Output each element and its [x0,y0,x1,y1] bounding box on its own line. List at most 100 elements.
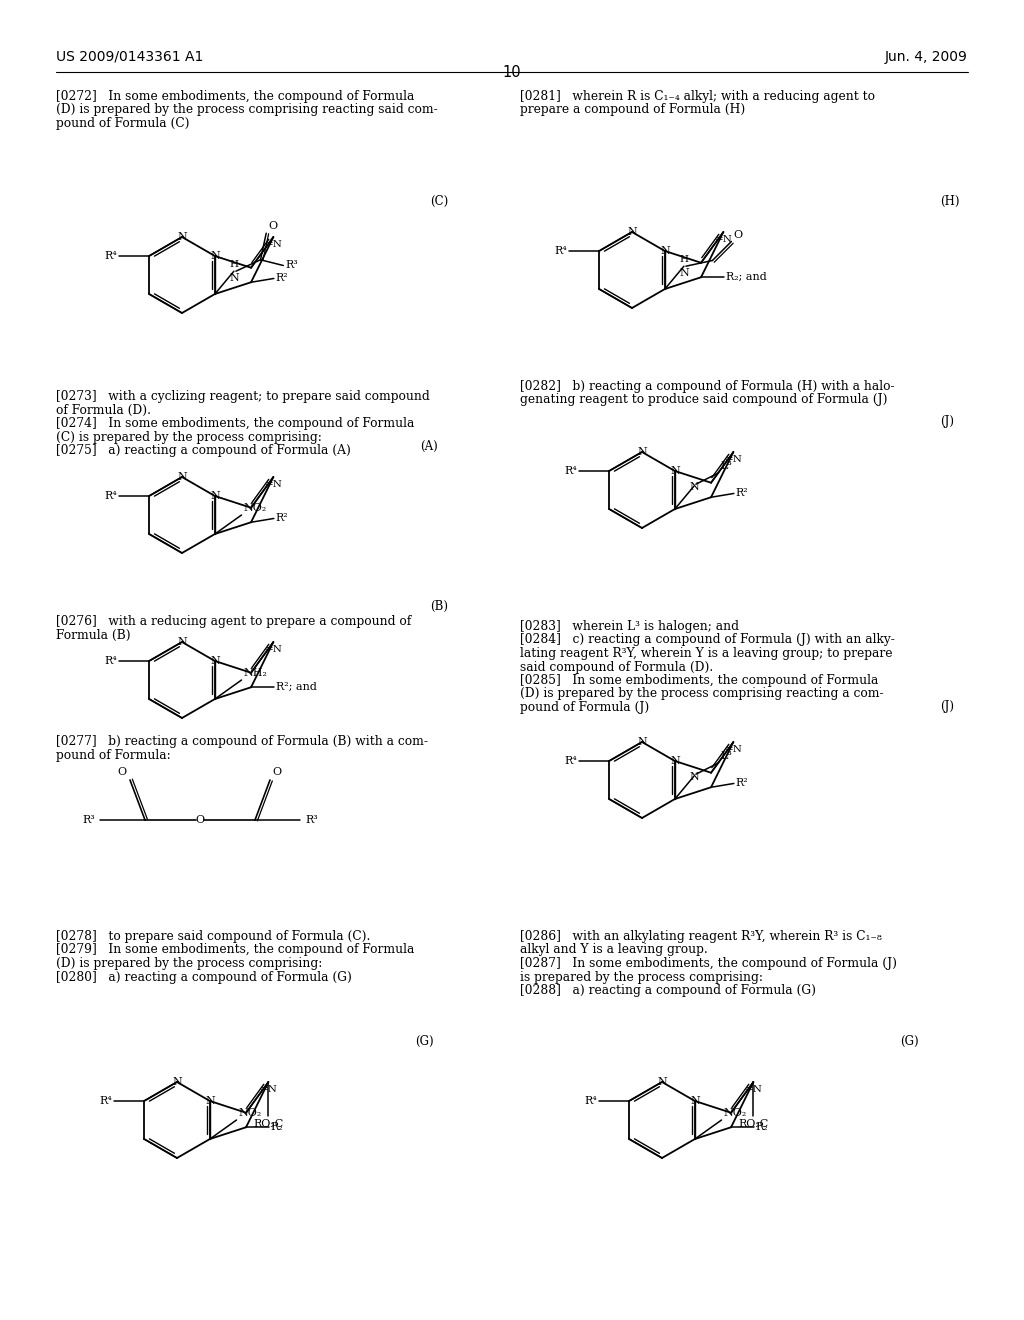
Text: (B): (B) [430,601,449,612]
Text: N: N [177,232,186,242]
Text: R⁴: R⁴ [564,756,577,766]
Text: O: O [268,222,278,231]
Text: N: N [657,1077,667,1086]
Text: [0281]   wherein R is C₁₋₄ alkyl; with a reducing agent to: [0281] wherein R is C₁₋₄ alkyl; with a r… [520,90,874,103]
Text: [0280]   a) reacting a compound of Formula (G): [0280] a) reacting a compound of Formula… [56,970,352,983]
Text: N: N [660,246,670,256]
Text: (G): (G) [415,1035,433,1048]
Text: N: N [670,466,680,477]
Text: R₂: R₂ [271,1122,284,1133]
Text: R³: R³ [286,260,298,271]
Text: R⁴: R⁴ [104,491,117,502]
Text: =N: =N [264,240,283,249]
Text: H: H [229,260,239,269]
Text: =N: =N [715,235,732,244]
Text: N: N [210,491,220,502]
Text: N: N [637,737,647,747]
Text: R⁴: R⁴ [564,466,577,477]
Text: R₂; and: R₂; and [726,272,767,282]
Text: R³: R³ [82,814,95,825]
Text: R⁴: R⁴ [99,1096,112,1106]
Text: O: O [733,230,742,239]
Text: R²: R² [736,488,749,499]
Text: R₂: R₂ [756,1122,768,1133]
Text: Jun. 4, 2009: Jun. 4, 2009 [885,50,968,63]
Text: O: O [196,814,205,825]
Text: (H): (H) [940,195,959,209]
Text: [0288]   a) reacting a compound of Formula (G): [0288] a) reacting a compound of Formula… [520,983,816,997]
Text: [0279]   In some embodiments, the compound of Formula: [0279] In some embodiments, the compound… [56,944,415,957]
Text: [0277]   b) reacting a compound of Formula (B) with a com-: [0277] b) reacting a compound of Formula… [56,735,428,748]
Text: (C): (C) [430,195,449,209]
Text: NO₂: NO₂ [244,503,267,513]
Text: R⁴: R⁴ [104,251,117,261]
Text: L³: L³ [721,461,732,471]
Text: N: N [210,656,220,667]
Text: N: N [689,772,698,783]
Text: prepare a compound of Formula (H): prepare a compound of Formula (H) [520,103,745,116]
Text: [0287]   In some embodiments, the compound of Formula (J): [0287] In some embodiments, the compound… [520,957,897,970]
Text: (D) is prepared by the process comprising reacting a com-: (D) is prepared by the process comprisin… [520,688,884,701]
Text: lating reagent R³Y, wherein Y is a leaving group; to prepare: lating reagent R³Y, wherein Y is a leavi… [520,647,893,660]
Text: H: H [679,255,688,264]
Text: (D) is prepared by the process comprising:: (D) is prepared by the process comprisin… [56,957,323,970]
Text: =N: =N [259,1085,278,1094]
Text: N: N [177,638,186,647]
Text: N: N [690,1096,699,1106]
Text: is prepared by the process comprising:: is prepared by the process comprising: [520,970,763,983]
Text: (J): (J) [940,414,954,428]
Text: R⁴: R⁴ [104,656,117,667]
Text: N: N [689,482,698,492]
Text: 10: 10 [503,65,521,81]
Text: of Formula (D).: of Formula (D). [56,404,151,417]
Text: (A): (A) [420,440,437,453]
Text: [0283]   wherein L³ is halogen; and: [0283] wherein L³ is halogen; and [520,620,739,634]
Text: R²; and: R²; and [275,682,316,692]
Text: R³: R³ [305,814,317,825]
Text: N: N [627,227,637,238]
Text: pound of Formula (C): pound of Formula (C) [56,117,189,129]
Text: N: N [637,447,647,457]
Text: R⁴: R⁴ [584,1096,597,1106]
Text: alkyl and Y is a leaving group.: alkyl and Y is a leaving group. [520,944,708,957]
Text: N: N [210,251,220,261]
Text: =N: =N [724,455,742,465]
Text: [0286]   with an alkylating reagent R³Y, wherein R³ is C₁₋₈: [0286] with an alkylating reagent R³Y, w… [520,931,882,942]
Text: [0275]   a) reacting a compound of Formula (A): [0275] a) reacting a compound of Formula… [56,444,351,457]
Text: N: N [177,473,186,482]
Text: said compound of Formula (D).: said compound of Formula (D). [520,660,714,673]
Text: [0273]   with a cyclizing reagent; to prepare said compound: [0273] with a cyclizing reagent; to prep… [56,389,430,403]
Text: RO₂C: RO₂C [253,1119,284,1129]
Text: O: O [272,767,282,777]
Text: (J): (J) [940,700,954,713]
Text: L³: L³ [721,751,732,760]
Text: N: N [205,1096,215,1106]
Text: US 2009/0143361 A1: US 2009/0143361 A1 [56,50,204,63]
Text: =N: =N [264,480,283,488]
Text: genating reagent to produce said compound of Formula (J): genating reagent to produce said compoun… [520,393,888,407]
Text: (G): (G) [900,1035,919,1048]
Text: Formula (B): Formula (B) [56,628,131,642]
Text: =N: =N [724,744,742,754]
Text: pound of Formula (J): pound of Formula (J) [520,701,649,714]
Text: R⁴: R⁴ [554,246,566,256]
Text: NO₂: NO₂ [724,1107,746,1118]
Text: O: O [118,767,127,777]
Text: RO₂C: RO₂C [738,1119,768,1129]
Text: [0272]   In some embodiments, the compound of Formula: [0272] In some embodiments, the compound… [56,90,415,103]
Text: NO₂: NO₂ [239,1107,262,1118]
Text: [0278]   to prepare said compound of Formula (C).: [0278] to prepare said compound of Formu… [56,931,371,942]
Text: (C) is prepared by the process comprising:: (C) is prepared by the process comprisin… [56,430,322,444]
Text: [0284]   c) reacting a compound of Formula (J) with an alky-: [0284] c) reacting a compound of Formula… [520,634,895,647]
Text: [0276]   with a reducing agent to prepare a compound of: [0276] with a reducing agent to prepare … [56,615,412,628]
Text: [0274]   In some embodiments, the compound of Formula: [0274] In some embodiments, the compound… [56,417,415,430]
Text: R²: R² [275,513,289,524]
Text: N: N [229,273,239,284]
Text: N: N [679,268,689,279]
Text: N: N [670,756,680,766]
Text: =N: =N [264,645,283,653]
Text: R²: R² [275,273,289,284]
Text: [0285]   In some embodiments, the compound of Formula: [0285] In some embodiments, the compound… [520,675,879,686]
Text: =N: =N [744,1085,762,1094]
Text: pound of Formula:: pound of Formula: [56,748,171,762]
